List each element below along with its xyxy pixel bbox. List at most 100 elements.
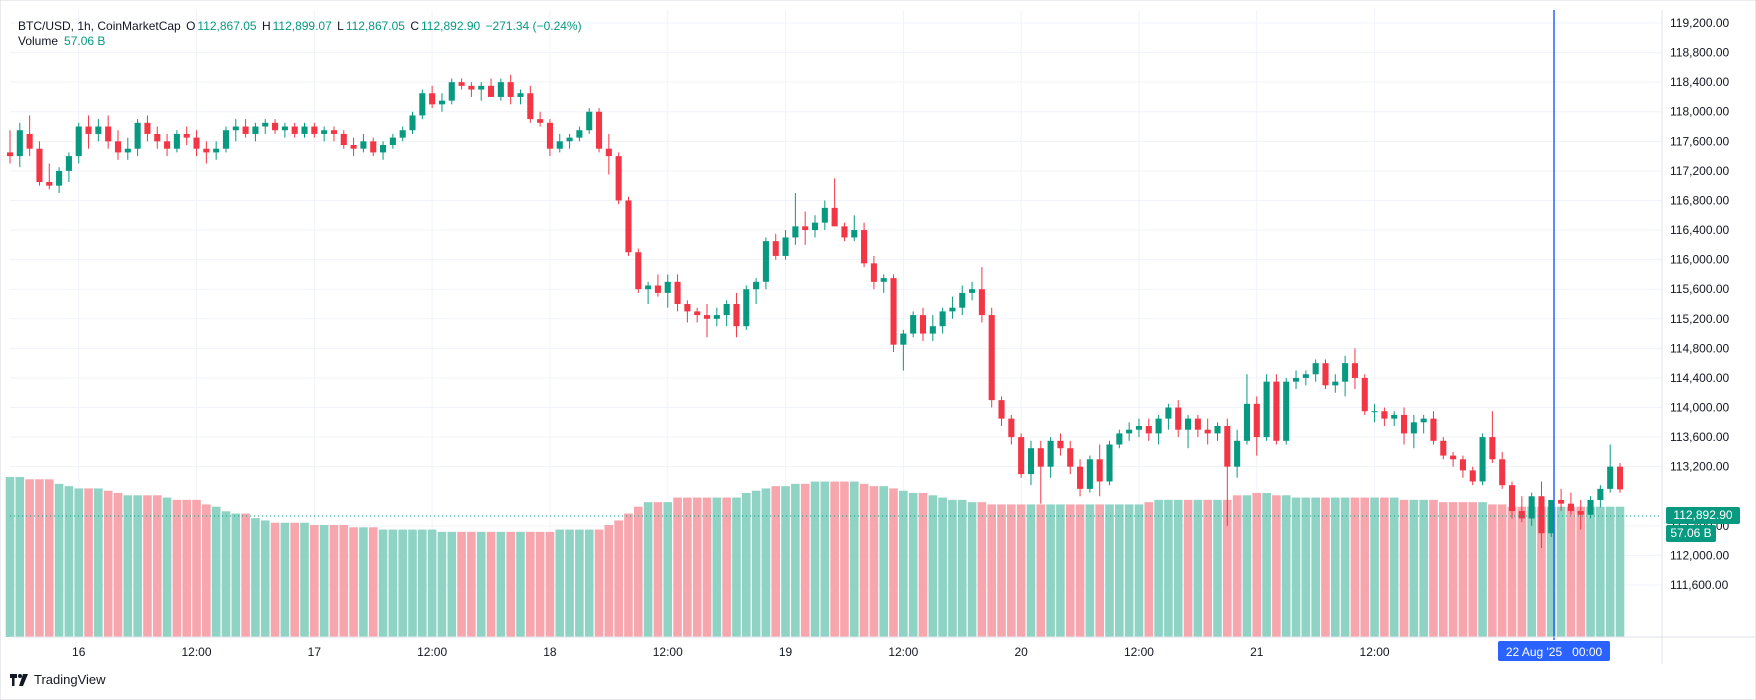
candle-body <box>595 111 603 149</box>
candle <box>713 307 720 327</box>
candle-body <box>1106 444 1113 482</box>
volume-bar <box>692 497 702 637</box>
volume-bar <box>1046 504 1055 637</box>
volume-bar <box>15 477 25 637</box>
volume-bar <box>447 531 457 637</box>
candle <box>134 119 141 157</box>
candle <box>1518 496 1525 523</box>
volume-bar <box>231 513 241 637</box>
volume-bar <box>977 502 987 637</box>
candle-body <box>6 152 14 157</box>
volume-bar <box>339 525 349 637</box>
candle <box>1273 374 1280 445</box>
time-tick-label: 12:00 <box>1124 645 1154 659</box>
volume-bar <box>1085 504 1095 637</box>
candle <box>389 133 396 149</box>
volume-bar <box>1556 506 1566 637</box>
candle-body <box>1135 426 1143 430</box>
candle <box>1067 440 1074 475</box>
candle-body <box>114 141 122 153</box>
volume-bar <box>1537 506 1546 637</box>
volume-bar <box>594 529 604 637</box>
candle-body <box>429 93 436 105</box>
candle <box>861 222 868 268</box>
candle <box>1292 370 1300 390</box>
candle-body <box>654 285 661 293</box>
candle <box>615 152 622 205</box>
time-tick-label: 18 <box>543 645 557 659</box>
volume-bar <box>1134 504 1144 637</box>
candle <box>1175 400 1182 438</box>
candle <box>1538 481 1545 549</box>
symbol-text[interactable]: BTC/USD, 1h, CoinMarketCap <box>18 19 181 33</box>
candle-body <box>1057 440 1064 449</box>
volume-bar <box>64 486 74 637</box>
candle <box>811 215 819 238</box>
candle <box>183 126 190 146</box>
volume-bar <box>437 531 447 637</box>
candle-body <box>831 207 838 227</box>
candle <box>762 237 769 290</box>
candle-body <box>1126 429 1133 434</box>
time-axis[interactable]: 16 12:00 17 12:00 18 12:00 19 12:00 20 12:00 21 12:… <box>72 645 1390 659</box>
volume-bar <box>329 525 339 637</box>
candle <box>645 281 652 304</box>
candle-body <box>340 133 347 146</box>
candle-body <box>409 115 416 131</box>
candle-body <box>1616 466 1624 490</box>
candle <box>1479 433 1486 486</box>
tradingview-brand[interactable]: TradingView <box>10 672 106 687</box>
volume-bar <box>74 488 84 637</box>
volume-bar <box>251 518 260 637</box>
candle-body <box>1027 448 1035 475</box>
candle <box>556 133 563 153</box>
volume-bar <box>182 499 192 637</box>
candle-body <box>1312 363 1319 375</box>
close-label: C <box>410 19 419 33</box>
candle-body <box>1489 437 1496 460</box>
time-tick-label: 12:00 <box>182 645 212 659</box>
candle <box>1469 466 1476 486</box>
candle <box>154 126 161 149</box>
candle <box>537 111 544 127</box>
candle-body <box>674 281 681 304</box>
volume-bar <box>1399 499 1409 637</box>
candle-body <box>1361 377 1368 412</box>
volume-bar <box>810 481 820 637</box>
candle <box>478 82 485 101</box>
candle <box>1243 374 1250 445</box>
ohlc-legend: BTC/USD, 1h, CoinMarketCap O 112,867.05 H… <box>18 16 584 36</box>
price-tick-label: 114,000.00 <box>1670 401 1729 415</box>
brand-name: TradingView <box>34 672 106 687</box>
candle <box>399 126 406 142</box>
candle-body <box>1548 499 1555 534</box>
candle <box>939 307 946 334</box>
volume-bar <box>506 531 515 637</box>
candle <box>1548 499 1555 537</box>
candle-body <box>527 93 534 120</box>
candle <box>193 130 200 157</box>
candle <box>733 292 740 338</box>
candle-body <box>910 315 917 334</box>
candle-body <box>998 400 1005 419</box>
candle-body <box>46 181 53 186</box>
candle-body <box>507 82 514 97</box>
candle-body <box>301 126 308 134</box>
volume-bar <box>1488 504 1497 637</box>
candle-body <box>851 230 858 238</box>
candle-body <box>1450 455 1457 460</box>
volume-tag: 57.06 B <box>1666 525 1716 542</box>
candle <box>301 122 308 138</box>
candle <box>164 133 171 157</box>
candle-body <box>1469 470 1476 482</box>
volume-bar <box>133 495 142 637</box>
volume-bar <box>1007 504 1016 637</box>
time-tick-label: 16 <box>72 645 86 659</box>
candle <box>969 281 976 301</box>
volume-label[interactable]: Volume <box>18 34 59 48</box>
candle-body <box>468 85 475 90</box>
candle <box>1086 455 1093 493</box>
volume-bar <box>1458 502 1468 637</box>
candle-body <box>566 137 573 142</box>
